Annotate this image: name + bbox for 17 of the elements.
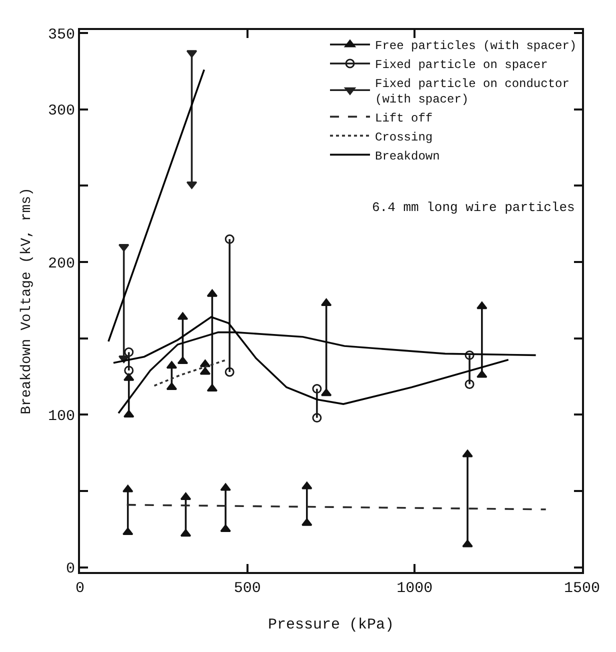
y-axis-title: Breakdown Voltage (kV, rms) bbox=[19, 188, 36, 414]
annotation: 6.4 mm long wire particles bbox=[372, 200, 575, 215]
y-tick-label: 200 bbox=[48, 255, 75, 272]
y-tick-label: 300 bbox=[48, 102, 75, 120]
legend-label: Fixed particle on spacer bbox=[375, 58, 548, 72]
legend-label: Fixed particle on conductor (with spacer) bbox=[375, 76, 570, 107]
x-axis-title: Pressure (kPa) bbox=[268, 616, 394, 634]
legend-label: Breakdown bbox=[375, 149, 440, 164]
x-tick-label: 500 bbox=[234, 580, 261, 597]
legend-label: Lift off bbox=[375, 111, 433, 126]
y-tick-label: 0 bbox=[66, 560, 75, 578]
y-tick-label: 100 bbox=[48, 408, 75, 425]
x-tick-label: 1000 bbox=[396, 580, 433, 597]
legend-label: Crossing bbox=[375, 130, 433, 144]
y-tick-label: 350 bbox=[48, 26, 75, 44]
x-tick-label: 1500 bbox=[564, 580, 600, 597]
legend-label: Free particles (with spacer) bbox=[375, 39, 577, 54]
